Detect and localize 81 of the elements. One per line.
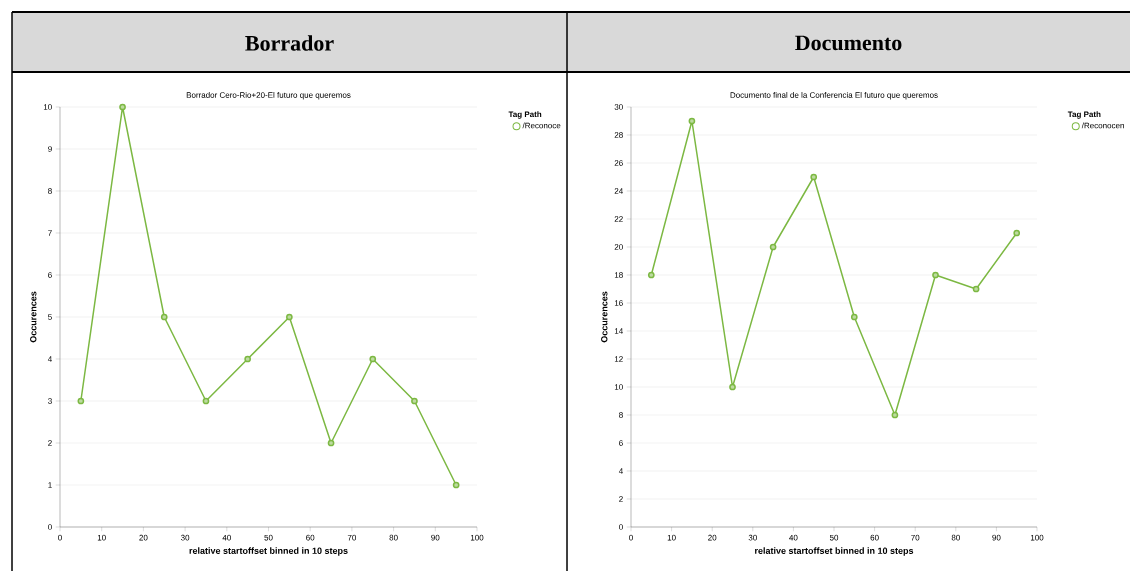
y-tick-label: 7 <box>48 230 52 236</box>
y-tick-label: 10 <box>43 104 52 110</box>
chart-subtitle: Borrador Cero-Rio+20-El futuro que queremos <box>186 92 351 100</box>
point <box>286 313 293 321</box>
y-axis-title: Occurences <box>601 291 608 343</box>
y-tick-label: 16 <box>614 300 623 306</box>
y-tick-label: 6 <box>48 272 52 278</box>
y-tick-label: 28 <box>614 132 623 138</box>
y-tick-label: 2 <box>619 496 623 502</box>
x-tick-label: 10 <box>97 534 106 541</box>
y-tick-label: 6 <box>619 440 623 446</box>
x-axis-title: relative startoffset binned in 10 steps <box>755 547 914 556</box>
x-tick-label: 40 <box>789 534 798 541</box>
x-tick-label: 30 <box>748 534 757 541</box>
chart-title: Documento <box>795 35 902 51</box>
x-tick-label: 60 <box>870 534 879 541</box>
point <box>688 117 696 125</box>
y-tick-label: 18 <box>614 272 623 278</box>
point <box>411 397 418 405</box>
point <box>369 355 377 363</box>
x-axis-title: relative startoffset binned in 10 steps <box>189 547 348 556</box>
x-tick-label: 60 <box>306 534 315 541</box>
y-tick-label: 0 <box>619 524 623 530</box>
y-tick-label: 8 <box>619 412 623 418</box>
y-tick-label: 5 <box>48 314 52 320</box>
x-tick-label: 70 <box>911 534 920 541</box>
x-tick-label: 0 <box>58 534 62 541</box>
chart-title: Borrador <box>245 35 334 51</box>
point <box>160 313 168 321</box>
y-tick-label: 0 <box>48 524 52 530</box>
legend-title: Tag Path <box>1067 111 1101 119</box>
x-tick-label: 20 <box>139 534 148 541</box>
x-tick-label: 30 <box>180 534 190 541</box>
y-tick-label: 14 <box>614 328 623 334</box>
y-tick-label: 9 <box>48 146 52 152</box>
x-tick-label: 10 <box>667 534 676 541</box>
y-tick-label: 4 <box>618 468 623 474</box>
y-tick-label: 24 <box>614 188 623 194</box>
point <box>452 481 460 489</box>
y-tick-label: 22 <box>614 216 623 222</box>
y-tick-label: 26 <box>614 160 623 166</box>
point <box>77 397 85 405</box>
y-tick-label: 30 <box>614 104 623 110</box>
point <box>932 271 939 279</box>
x-tick-label: 80 <box>951 534 960 541</box>
x-tick-label: 70 <box>347 534 357 541</box>
x-tick-label: 100 <box>1030 534 1044 541</box>
x-tick-label: 20 <box>708 534 717 541</box>
point <box>244 355 251 363</box>
x-tick-label: 90 <box>992 534 1001 541</box>
point <box>729 383 736 391</box>
x-tick-label: 50 <box>829 534 839 541</box>
point <box>972 285 980 293</box>
point <box>769 243 777 251</box>
y-tick-label: 10 <box>614 384 623 390</box>
y-tick-label: 20 <box>614 244 623 250</box>
x-tick-label: 40 <box>222 534 231 541</box>
x-tick-label: 100 <box>470 534 484 541</box>
point <box>327 439 335 447</box>
y-tick-label: 1 <box>48 482 52 488</box>
chart-subtitle: Documento final de la Conferencia El futuro que queremos <box>730 92 938 100</box>
x-tick-label: 90 <box>431 534 440 541</box>
point <box>891 411 899 419</box>
legend-title: Tag Path <box>508 111 542 119</box>
point <box>202 397 210 405</box>
point <box>1013 229 1021 237</box>
y-tick-label: 8 <box>48 188 52 194</box>
legend-label: /Reconocen <box>1081 122 1124 129</box>
point <box>810 173 818 181</box>
x-tick-label: 0 <box>629 534 633 541</box>
y-tick-label: 12 <box>614 356 623 362</box>
x-tick-label: 50 <box>264 534 273 541</box>
legend-label: /Reconoce <box>522 122 561 129</box>
y-tick-label: 4 <box>47 356 52 362</box>
y-tick-label: 2 <box>48 440 52 446</box>
point <box>850 313 858 321</box>
point <box>119 103 126 111</box>
x-tick-label: 80 <box>389 534 398 541</box>
point <box>647 271 655 279</box>
y-tick-label: 3 <box>48 398 52 404</box>
y-axis-title: Occurences <box>30 291 37 343</box>
